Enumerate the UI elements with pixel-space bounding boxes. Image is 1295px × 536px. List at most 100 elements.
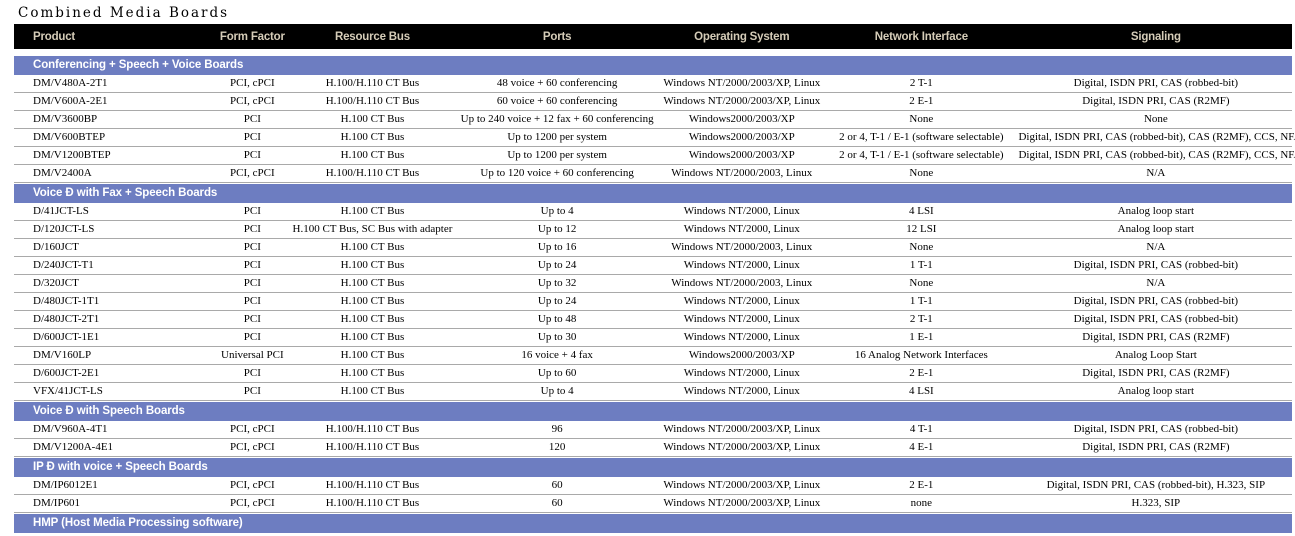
cell-product: DM/V600BTEP: [33, 131, 106, 143]
cell-resource-bus: H.100 CT Bus: [340, 367, 405, 379]
cell-operating-system: Windows NT/2000/2003/XP, Linux: [663, 497, 821, 509]
cell-network-interface: 2 T-1: [909, 313, 933, 325]
cell-form-factor: PCI: [243, 331, 261, 343]
cell-operating-system: Windows NT/2000/2003/XP, Linux: [663, 77, 821, 89]
cell-ports: 96: [551, 423, 563, 435]
cell-ports: 60: [551, 497, 563, 509]
cell-signaling: Digital, ISDN PRI, CAS (R2MF): [1082, 367, 1230, 379]
table-row: D/240JCT-T1 PCI H.100 CT Bus Up to 24 Window…: [14, 257, 1292, 275]
cell-operating-system: Windows NT/2000, Linux: [683, 367, 800, 379]
cell-operating-system: Windows NT/2000, Linux: [683, 295, 800, 307]
cell-form-factor: PCI, cPCI: [230, 77, 275, 89]
cell-signaling: Digital, ISDN PRI, CAS (R2MF): [1082, 95, 1230, 107]
cell-network-interface: 16 Analog Network Interfaces: [854, 349, 988, 361]
table-row: D/600JCT-1E1 PCI H.100 CT Bus Up to 30 Windo…: [14, 329, 1292, 347]
section-header-ip-with-voice-speech-boards: IP Ð with voice + Speech Boards: [14, 458, 1292, 477]
cell-network-interface: 2 or 4, T-1 / E-1 (software selectable): [839, 149, 1004, 161]
column-header-resource-bus: Resource Bus: [334, 30, 410, 43]
cell-resource-bus: H.100/H.110 CT Bus: [325, 167, 420, 179]
cell-resource-bus: H.100 CT Bus: [340, 259, 405, 271]
cell-operating-system: Windows NT/2000/2003, Linux: [671, 241, 813, 253]
table-row: DM/V480A-2T1 PCI, cPCI H.100/H.110 CT Bus 4…: [14, 75, 1292, 93]
cell-resource-bus: H.100 CT Bus: [340, 295, 405, 307]
cell-form-factor: PCI, cPCI: [230, 423, 275, 435]
cell-ports: 16 voice + 4 fax: [521, 349, 593, 361]
cell-resource-bus: H.100/H.110 CT Bus: [325, 423, 420, 435]
cell-resource-bus: H.100 CT Bus: [340, 113, 405, 125]
cell-product: D/41JCT-LS: [33, 205, 89, 217]
cell-resource-bus: H.100 CT Bus: [340, 313, 405, 325]
cell-signaling: Digital, ISDN PRI, CAS (robbed-bit): [1073, 295, 1239, 307]
table-row: D/600JCT-2E1 PCI H.100 CT Bus Up to 60 Windo…: [14, 365, 1292, 383]
section-header-conferencing-speech-voice-boards: Conferencing + Speech + Voice Boards: [14, 56, 1292, 75]
cell-network-interface: 2 or 4, T-1 / E-1 (software selectable): [839, 131, 1004, 143]
cell-signaling: N/A: [1146, 241, 1166, 253]
column-header-ports: Ports: [542, 30, 572, 43]
cell-product: DM/V600A-2E1: [33, 95, 108, 107]
cell-operating-system: Windows NT/2000, Linux: [683, 331, 800, 343]
table-row: D/41JCT-LS PCI H.100 CT Bus Up to 4 Windows …: [14, 203, 1292, 221]
column-header-signaling: Signaling: [1130, 30, 1181, 43]
cell-ports: Up to 1200 per system: [507, 149, 607, 161]
cell-operating-system: Windows NT/2000/2003, Linux: [671, 277, 813, 289]
cell-product: D/480JCT-1T1: [33, 295, 100, 307]
cell-network-interface: None: [909, 113, 934, 125]
section-header-hmp-host-media-processing-software: HMP (Host Media Processing software): [14, 514, 1292, 533]
cell-form-factor: PCI, cPCI: [230, 167, 275, 179]
cell-network-interface: 1 T-1: [909, 259, 933, 271]
cell-product: D/600JCT-2E1: [33, 367, 100, 379]
cell-signaling: Digital, ISDN PRI, CAS (R2MF): [1082, 441, 1230, 453]
table-row: D/480JCT-1T1 PCI H.100 CT Bus Up to 24 Windo…: [14, 293, 1292, 311]
cell-signaling: None: [1143, 113, 1168, 125]
cell-product: D/600JCT-1E1: [33, 331, 100, 343]
cell-network-interface: 4 E-1: [909, 441, 934, 453]
cell-operating-system: Windows NT/2000/2003/XP, Linux: [663, 479, 821, 491]
cell-ports: Up to 240 voice + 12 fax + 60 conferenci…: [460, 113, 654, 125]
cell-network-interface: 2 E-1: [909, 479, 934, 491]
cell-product: DM/IP6012E1: [33, 479, 98, 491]
cell-operating-system: Windows2000/2003/XP: [688, 149, 795, 161]
cell-resource-bus: H.100/H.110 CT Bus: [325, 95, 420, 107]
cell-product: VFX/41JCT-LS: [33, 385, 103, 397]
cell-product: DM/V2400A: [33, 167, 92, 179]
cell-form-factor: PCI: [243, 313, 261, 325]
cell-ports: Up to 16: [537, 241, 577, 253]
cell-resource-bus: H.100 CT Bus: [340, 349, 405, 361]
cell-operating-system: Windows2000/2003/XP: [688, 113, 795, 125]
cell-ports: Up to 4: [540, 205, 574, 217]
cell-operating-system: Windows NT/2000, Linux: [683, 385, 800, 397]
cell-ports: Up to 60: [537, 367, 577, 379]
cell-ports: 48 voice + 60 conferencing: [496, 77, 618, 89]
cell-resource-bus: H.100 CT Bus: [340, 205, 405, 217]
cell-product: DM/V960A-4T1: [33, 423, 108, 435]
cell-operating-system: Windows NT/2000/2003/XP, Linux: [663, 441, 821, 453]
column-header-operating-system: Operating System: [694, 30, 790, 43]
table-row: DM/IP6012E1 PCI, cPCI H.100/H.110 CT Bus 60…: [14, 477, 1292, 495]
cell-signaling: Digital, ISDN PRI, CAS (robbed-bit): [1073, 313, 1239, 325]
cell-form-factor: PCI: [243, 259, 261, 271]
section-header-voice-with-fax-speech-boards: Voice Ð with Fax + Speech Boards: [14, 184, 1292, 203]
cell-ports: 60 voice + 60 conferencing: [496, 95, 618, 107]
cell-product: DM/IP601: [33, 497, 81, 509]
cell-network-interface: 1 E-1: [909, 331, 934, 343]
table-row: VFX/41JCT-LS PCI H.100 CT Bus Up to 4 Window…: [14, 383, 1292, 401]
table-row: DM/V2400A PCI, cPCI H.100/H.110 CT Bus Up t…: [14, 165, 1292, 183]
table-row: DM/V3600BP PCI H.100 CT Bus Up to 240 voice…: [14, 111, 1292, 129]
cell-form-factor: PCI: [243, 295, 261, 307]
cell-signaling: Analog loop start: [1117, 223, 1195, 235]
column-header-form-factor: Form Factor: [219, 30, 285, 43]
cell-signaling: N/A: [1146, 277, 1166, 289]
cell-form-factor: PCI: [243, 131, 261, 143]
cell-network-interface: 4 LSI: [908, 385, 934, 397]
cell-product: DM/V1200BTEP: [33, 149, 111, 161]
table-row: DM/V1200A-4E1 PCI, cPCI H.100/H.110 CT Bus…: [14, 439, 1292, 457]
cell-network-interface: None: [909, 167, 934, 179]
cell-signaling: H.323, SIP: [1131, 497, 1181, 509]
section-header-voice-with-speech-boards: Voice Ð with Speech Boards: [14, 402, 1292, 421]
cell-operating-system: Windows NT/2000/2003/XP, Linux: [663, 423, 821, 435]
page-title: Combined Media Boards: [18, 5, 230, 21]
cell-product: D/160JCT: [33, 241, 79, 253]
cell-resource-bus: H.100/H.110 CT Bus: [325, 77, 420, 89]
cell-resource-bus: H.100/H.110 CT Bus: [325, 441, 420, 453]
cell-ports: 120: [548, 441, 566, 453]
